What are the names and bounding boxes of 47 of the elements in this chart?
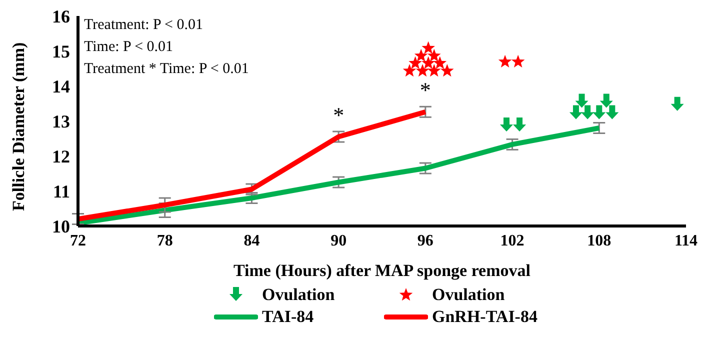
point: [600, 94, 613, 108]
y-tick-label: 16: [52, 6, 70, 26]
x-tick-label: 102: [500, 232, 524, 250]
annotation: Treatment: P < 0.01: [84, 16, 204, 35]
point: [422, 41, 435, 54]
point: [575, 94, 588, 108]
annotation: *: [420, 78, 431, 103]
point: [500, 118, 513, 132]
point: [592, 105, 606, 120]
y-tick-label: 10: [52, 216, 70, 236]
point: [416, 64, 430, 77]
point: [606, 105, 619, 120]
point: [427, 48, 441, 62]
y-tick-label: 14: [52, 76, 70, 96]
point: [569, 105, 582, 120]
point: [498, 54, 512, 68]
point: [422, 56, 435, 69]
legend-label: GnRH-TAI-84: [432, 307, 538, 327]
point: [414, 48, 428, 62]
x-tick-label: 90: [330, 232, 347, 250]
y-tick-label: 11: [52, 181, 70, 202]
point: [427, 64, 441, 77]
legend-label: Ovulation: [262, 285, 335, 305]
x-tick-label: 114: [674, 232, 698, 250]
x-tick-label: 96: [417, 232, 434, 250]
legend-label: TAI-84: [262, 307, 314, 327]
y-tick-label: 15: [52, 41, 70, 62]
x-tick-label: 72: [70, 232, 86, 250]
annotation: Time: P < 0.01: [84, 38, 174, 57]
x-tick-label: 78: [156, 232, 173, 250]
point: [408, 56, 422, 69]
point: [402, 64, 416, 77]
x-tick-label: 84: [244, 232, 260, 250]
x-axis-title: Time (Hours) after MAP sponge removal: [234, 261, 531, 280]
point: [511, 54, 525, 68]
y-tick-label: 12: [52, 146, 70, 166]
legend-label: Ovulation: [432, 285, 505, 305]
point: [440, 64, 454, 77]
point: [513, 118, 526, 132]
x-tick-label: 108: [587, 232, 612, 250]
point: [670, 96, 684, 111]
point: [433, 56, 447, 69]
y-tick-label: 13: [52, 111, 70, 132]
y-axis-title: Follicle Diameter (mm): [9, 42, 28, 211]
point: [581, 105, 594, 120]
annotation: Treatment * Time: P < 0.01: [84, 60, 249, 79]
annotation: *: [333, 102, 344, 128]
